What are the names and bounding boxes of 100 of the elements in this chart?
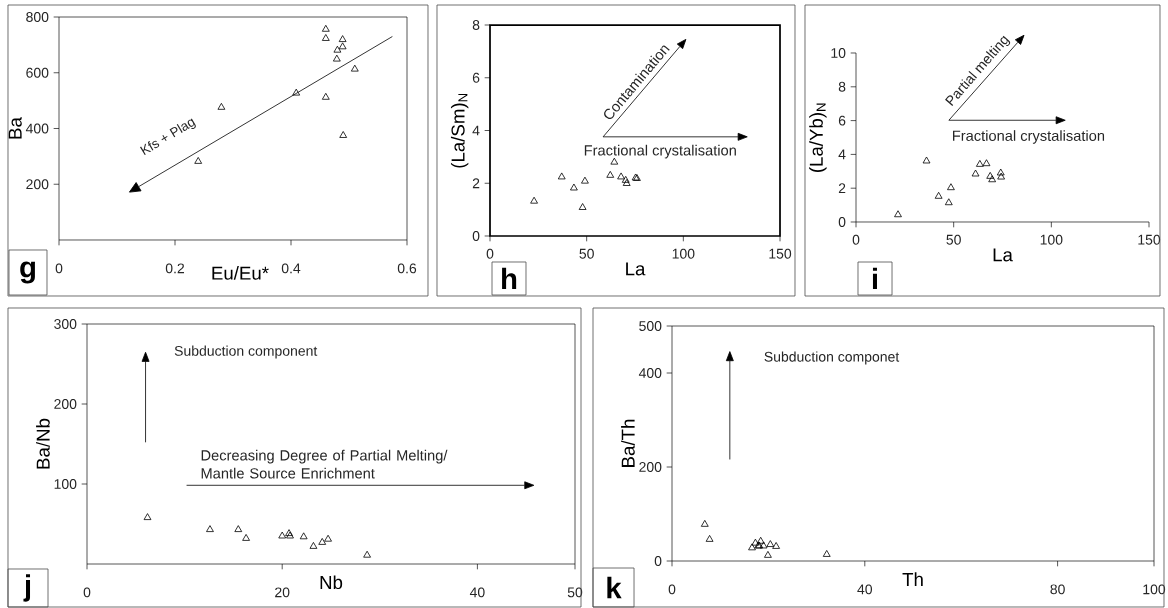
point — [751, 538, 760, 546]
point — [947, 183, 955, 191]
y-axis-title: Ba/Nb — [36, 418, 50, 469]
point — [622, 179, 631, 186]
point — [557, 172, 566, 180]
point — [234, 525, 243, 532]
point — [621, 175, 630, 183]
y-axis-title: Ba/Th — [621, 419, 635, 467]
y-tick-label: 10 — [831, 48, 846, 58]
x-tick-label: 40 — [469, 587, 485, 598]
point — [321, 92, 330, 100]
x-tick-label: 0 — [852, 234, 860, 245]
x-tick-label: 50 — [579, 248, 594, 259]
point — [759, 541, 768, 549]
x-axis-title: La — [993, 248, 1013, 262]
point — [617, 172, 625, 180]
x-tick-label: 100 — [1040, 234, 1063, 245]
y-tick-label: 2 — [472, 178, 480, 189]
point — [822, 550, 831, 557]
y-tick-label: 200 — [639, 462, 662, 472]
x-tick-label: 80 — [1050, 584, 1065, 595]
point — [610, 157, 619, 165]
x-tick-label: 100 — [672, 248, 695, 259]
point — [332, 54, 341, 62]
point — [982, 159, 991, 167]
x-tick-label: 0.6 — [397, 263, 417, 274]
annotation: Fractional crystalisation — [953, 130, 1105, 144]
point — [934, 191, 943, 199]
point — [971, 169, 980, 177]
x-axis-title: La — [626, 262, 646, 276]
point — [578, 203, 587, 210]
point — [299, 532, 308, 540]
point — [944, 198, 953, 206]
y-tick-label: 200 — [54, 399, 77, 409]
y-tick-label: 600 — [26, 67, 49, 78]
x-tick-label: 150 — [769, 248, 792, 259]
y-tick-label: 6 — [838, 115, 846, 126]
annotation: Decreasing Degree of Partial Melting/ Mantle Source Enrichment — [201, 449, 448, 479]
y-tick-label: 800 — [26, 12, 49, 22]
point — [338, 35, 347, 42]
y-tick-label: 0 — [654, 556, 662, 566]
point — [217, 102, 226, 110]
point — [363, 550, 371, 558]
point — [350, 64, 359, 72]
x-tick-label: 0 — [486, 248, 494, 259]
point — [996, 168, 1005, 176]
point — [530, 196, 538, 204]
x-tick-label: 0 — [83, 587, 91, 598]
y-tick-label: 4 — [838, 149, 846, 160]
point — [324, 534, 332, 542]
x-tick-label: 40 — [857, 584, 873, 595]
point — [143, 513, 152, 520]
point — [997, 172, 1005, 180]
point — [278, 531, 287, 539]
text: j — [23, 574, 31, 602]
point — [975, 159, 984, 167]
point — [705, 534, 714, 542]
x-tick-label: 50 — [946, 234, 961, 245]
point — [772, 542, 780, 549]
point — [986, 171, 995, 179]
point — [338, 42, 347, 50]
point — [206, 525, 214, 532]
point — [321, 24, 330, 32]
point — [292, 88, 301, 96]
point — [748, 543, 756, 551]
point — [321, 34, 330, 41]
point — [922, 156, 931, 164]
text: k — [607, 576, 622, 599]
annotation: Kfs + Plag — [140, 118, 196, 156]
point — [286, 531, 294, 539]
y-tick-label: 8 — [472, 20, 480, 30]
y-tick-label: 8 — [838, 81, 846, 92]
y-tick-label: 4 — [472, 125, 480, 136]
y-tick-label: 100 — [54, 479, 77, 489]
y-tick-label: 200 — [26, 179, 49, 190]
point — [242, 534, 250, 541]
point — [606, 170, 615, 178]
point — [581, 176, 589, 184]
point — [756, 536, 765, 544]
x-axis-title: Eu/Eu* — [212, 266, 269, 280]
point — [194, 156, 203, 164]
text: i — [872, 267, 877, 290]
y-tick-label: 400 — [25, 123, 49, 134]
point — [318, 538, 327, 545]
y-tick-label: 300 — [54, 319, 77, 329]
x-axis-title: Th — [902, 572, 923, 586]
annotation: Subduction componet — [764, 351, 900, 365]
point — [309, 542, 318, 549]
y-tick-label: 6 — [472, 72, 480, 83]
x-axis-title: Nb — [320, 575, 343, 590]
y-axis-title: (La/Sm)$_{N}$ — [450, 94, 469, 168]
point — [570, 183, 578, 191]
x-tick-label: 50 — [567, 587, 583, 598]
point — [766, 540, 775, 547]
point — [285, 529, 293, 536]
point — [339, 131, 348, 138]
y-tick-label: 500 — [639, 321, 662, 331]
y-tick-label: 2 — [838, 183, 846, 194]
point — [333, 45, 342, 53]
text: h — [502, 267, 517, 290]
